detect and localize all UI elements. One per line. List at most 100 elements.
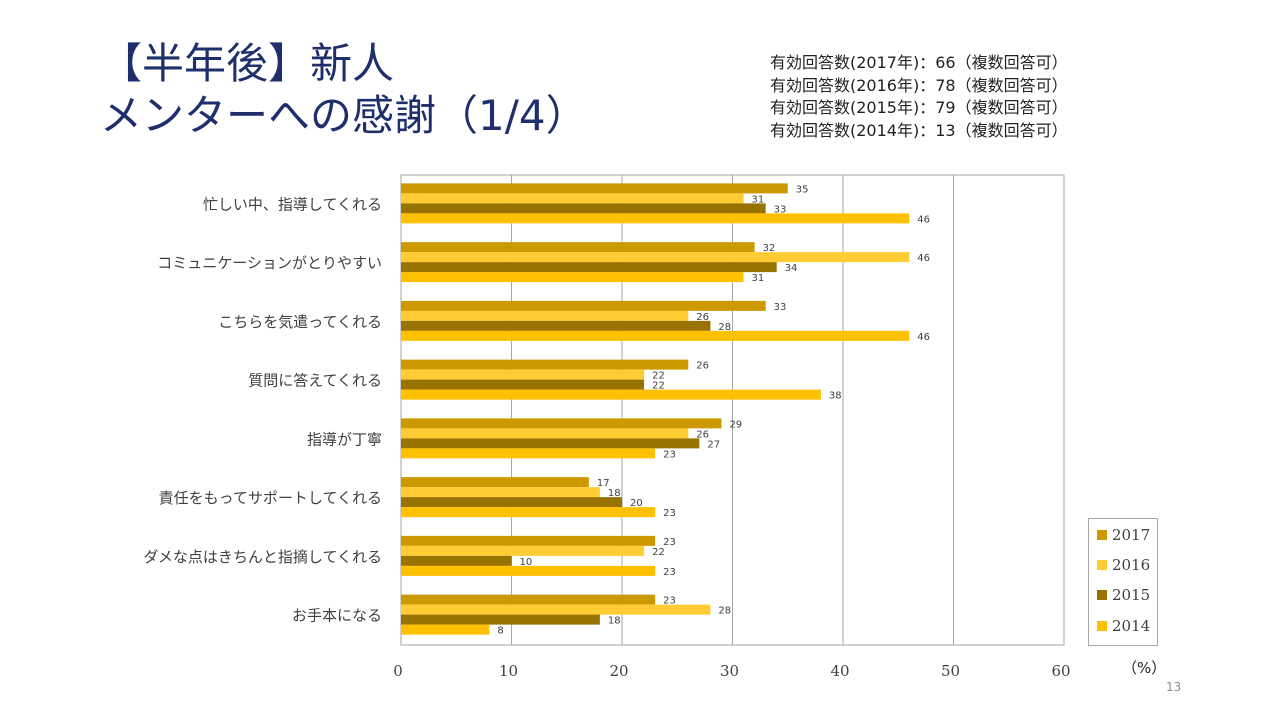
bar bbox=[401, 428, 689, 439]
category-label: 責任をもってサポートしてくれる bbox=[159, 489, 382, 507]
bar bbox=[401, 379, 645, 390]
category-label: こちらを気遣ってくれる bbox=[218, 313, 382, 331]
response-count-2016: 有効回答数(2016年)：78（複数回答可） bbox=[770, 75, 1068, 95]
chart-legend: 2017 2016 2015 2014 bbox=[1088, 518, 1158, 646]
response-count-2014: 有効回答数(2014年)：13（複数回答可） bbox=[770, 120, 1068, 140]
category-label: お手本になる bbox=[292, 607, 382, 625]
unit-label: （%） bbox=[1122, 659, 1167, 677]
category-label: ダメな点はきちんと指摘してくれる bbox=[143, 548, 382, 566]
bar bbox=[401, 203, 766, 214]
page-number: 13 bbox=[1166, 680, 1182, 694]
data-label: 23 bbox=[663, 508, 676, 519]
bar bbox=[401, 555, 512, 566]
legend-label-2017: 2017 bbox=[1112, 526, 1151, 544]
data-label: 26 bbox=[696, 312, 709, 323]
bar bbox=[401, 535, 656, 546]
bar bbox=[401, 310, 689, 321]
x-tick-label: 60 bbox=[1051, 662, 1070, 680]
data-label: 34 bbox=[785, 263, 798, 274]
bar bbox=[401, 438, 700, 449]
category-label: コミュニケーションがとりやすい bbox=[157, 254, 382, 272]
bar bbox=[401, 183, 788, 194]
data-label: 17 bbox=[597, 478, 610, 489]
legend-item-2014: 2014 bbox=[1097, 616, 1150, 636]
legend-swatch-2015 bbox=[1097, 590, 1107, 600]
data-label: 23 bbox=[663, 449, 676, 460]
slide-title: 【半年後】新人 メンターへの感謝（1/4） bbox=[100, 38, 588, 142]
bar bbox=[401, 565, 656, 576]
data-label: 26 bbox=[696, 429, 709, 440]
bar bbox=[401, 262, 777, 273]
slide-title-line2: メンターへの感謝（1/4） bbox=[100, 91, 588, 140]
bar bbox=[401, 487, 600, 498]
bar bbox=[401, 614, 600, 625]
data-label: 23 bbox=[663, 596, 676, 607]
legend-label-2016: 2016 bbox=[1112, 556, 1151, 574]
data-label: 8 bbox=[497, 626, 503, 637]
bar bbox=[401, 624, 490, 635]
bar bbox=[401, 193, 744, 204]
bar bbox=[401, 330, 910, 341]
data-label: 23 bbox=[663, 567, 676, 578]
x-tick-label: 50 bbox=[941, 662, 960, 680]
legend-item-2016: 2016 bbox=[1097, 555, 1150, 575]
bar bbox=[401, 545, 645, 556]
data-label: 22 bbox=[652, 381, 665, 392]
data-label: 35 bbox=[796, 184, 809, 195]
bar bbox=[401, 477, 589, 488]
data-label: 46 bbox=[917, 214, 930, 225]
bar bbox=[401, 448, 656, 459]
data-label: 20 bbox=[630, 498, 643, 509]
data-label: 33 bbox=[774, 302, 787, 313]
legend-swatch-2014 bbox=[1097, 621, 1107, 631]
data-label: 28 bbox=[718, 322, 731, 333]
legend-swatch-2016 bbox=[1097, 560, 1107, 570]
data-label: 29 bbox=[729, 419, 742, 430]
data-label: 22 bbox=[652, 547, 665, 558]
data-label: 31 bbox=[752, 273, 765, 284]
data-label: 31 bbox=[752, 194, 765, 205]
response-count-2015: 有効回答数(2015年)：79（複数回答可） bbox=[770, 98, 1068, 117]
data-label: 22 bbox=[652, 371, 665, 382]
bar bbox=[401, 272, 744, 283]
data-label: 38 bbox=[829, 391, 842, 402]
bar bbox=[401, 507, 656, 518]
category-label: 指導が丁寧 bbox=[307, 430, 382, 448]
data-label: 33 bbox=[774, 204, 787, 215]
x-tick-label: 20 bbox=[609, 662, 628, 680]
category-label: 忙しい中、指導してくれる bbox=[203, 195, 382, 213]
bar bbox=[401, 252, 910, 263]
data-label: 23 bbox=[663, 537, 676, 548]
data-label: 10 bbox=[520, 557, 533, 568]
bar bbox=[401, 213, 910, 224]
x-tick-label: 10 bbox=[499, 662, 518, 680]
data-label: 46 bbox=[917, 253, 930, 264]
bar bbox=[401, 594, 656, 605]
data-label: 18 bbox=[608, 488, 621, 499]
response-count-notes: 有効回答数(2017年)：66（複数回答可） 有効回答数(2016年)：78（複… bbox=[770, 52, 1068, 142]
legend-item-2017: 2017 bbox=[1097, 525, 1150, 545]
bar bbox=[401, 604, 711, 615]
x-tick-label: 30 bbox=[720, 662, 739, 680]
legend-item-2015: 2015 bbox=[1097, 585, 1150, 605]
bar bbox=[401, 418, 722, 429]
category-label: 質問に答えてくれる bbox=[248, 372, 382, 390]
x-tick-label: 40 bbox=[830, 662, 849, 680]
bar bbox=[401, 242, 755, 253]
response-count-2017: 有効回答数(2017年)：66（複数回答可） bbox=[770, 53, 1068, 72]
bar bbox=[401, 369, 645, 380]
data-label: 32 bbox=[763, 243, 776, 254]
data-label: 46 bbox=[917, 332, 930, 343]
data-label: 26 bbox=[696, 361, 709, 372]
slide-title-line1: 【半年後】新人 bbox=[100, 39, 395, 88]
x-tick-label: 0 bbox=[393, 662, 403, 680]
bar bbox=[401, 359, 689, 370]
bar bbox=[401, 497, 622, 508]
legend-label-2014: 2014 bbox=[1112, 617, 1151, 635]
legend-swatch-2017 bbox=[1097, 530, 1107, 540]
bar bbox=[401, 300, 766, 311]
legend-label-2015: 2015 bbox=[1112, 586, 1151, 604]
data-label: 28 bbox=[718, 606, 731, 617]
data-label: 27 bbox=[707, 439, 720, 450]
